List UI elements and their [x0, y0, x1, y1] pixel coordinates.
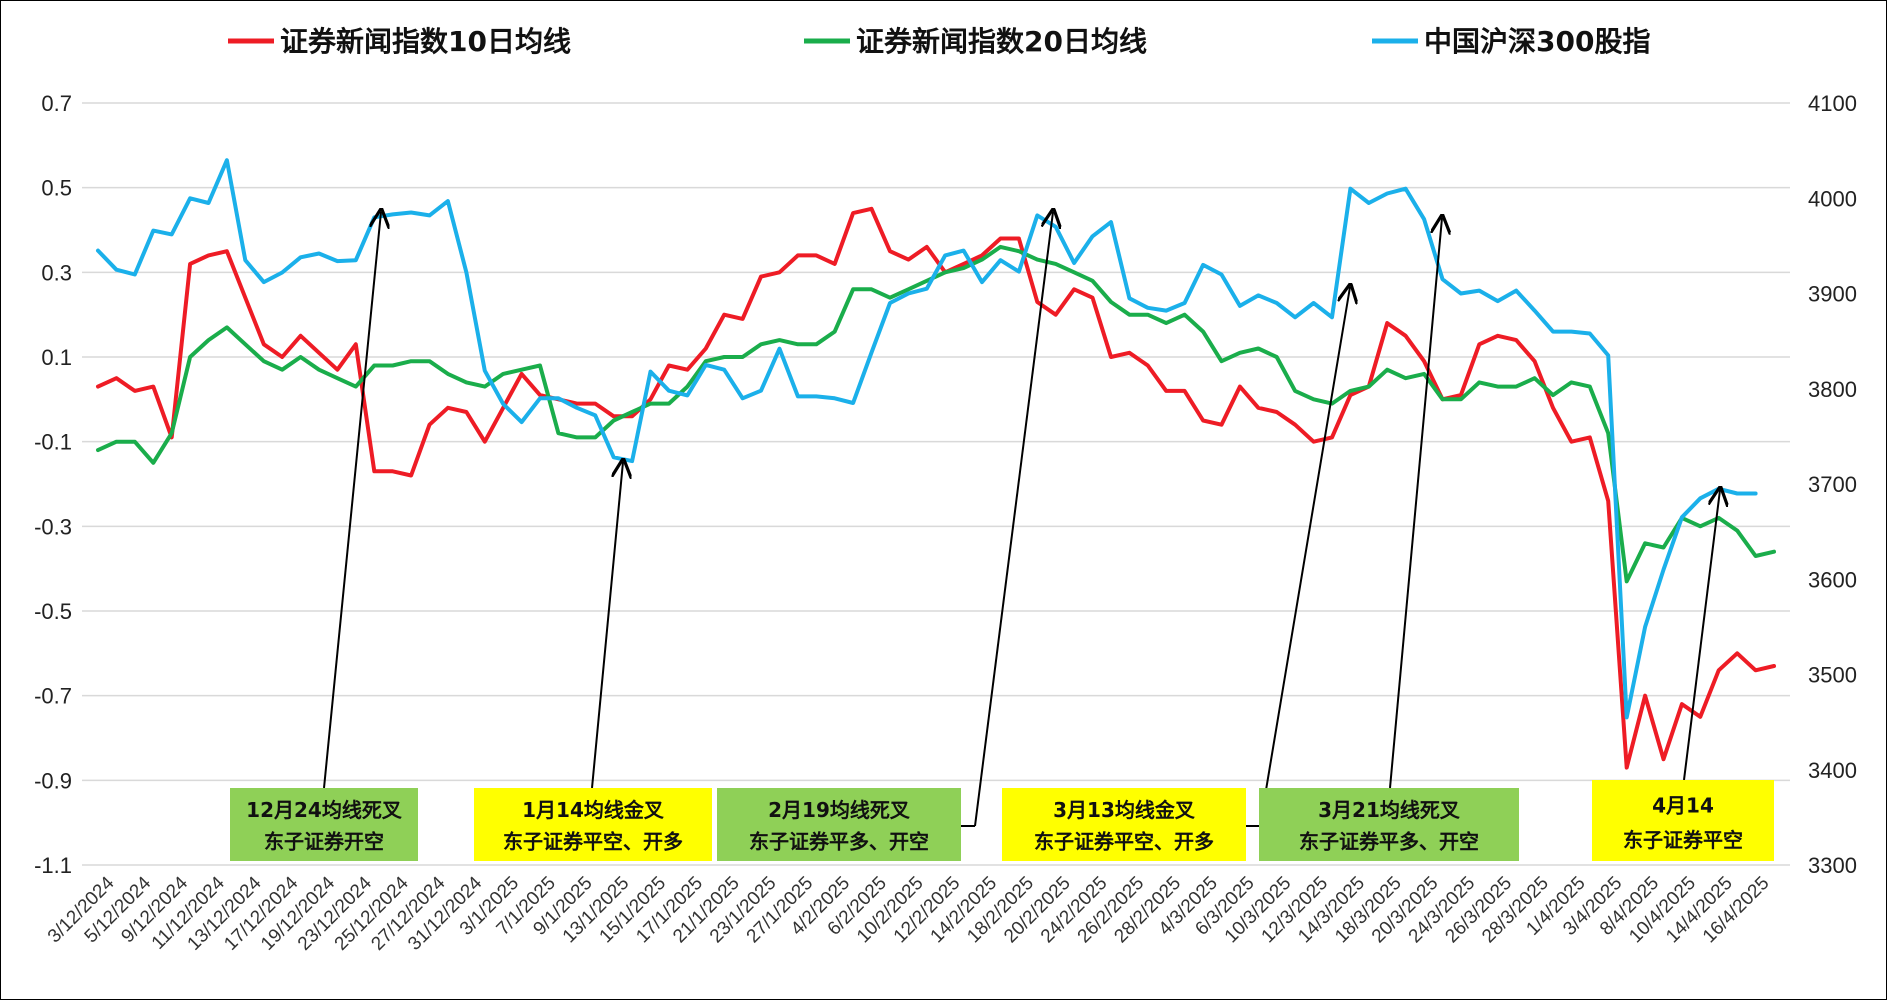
right-tick-label: 3900 [1808, 282, 1857, 307]
legend-label-1: 证券新闻指数10日均线 [280, 25, 571, 58]
annotation-box [1002, 788, 1246, 861]
annotation-line1: 12月24均线死叉 [246, 798, 403, 822]
annotation-line2: 东子证券平空 [1623, 828, 1743, 852]
annotation-arrow [1683, 490, 1720, 781]
legend-label-2: 证券新闻指数20日均线 [856, 25, 1147, 58]
series-line-1 [96, 206, 1776, 770]
right-tick-label: 3600 [1808, 567, 1857, 592]
left-tick-label: -1.1 [34, 853, 72, 878]
series-line-3 [96, 158, 1758, 720]
left-tick-label: 0.7 [41, 91, 72, 116]
right-tick-label: 3400 [1808, 758, 1857, 783]
annotation-line2: 东子证券平多、开空 [1299, 830, 1479, 854]
right-tick-label: 4100 [1808, 91, 1857, 116]
annotation-line1: 1月14均线金叉 [522, 798, 665, 822]
annotation-line1: 3月21均线死叉 [1318, 798, 1461, 822]
annotation-box [1259, 788, 1519, 861]
left-tick-label: -0.7 [34, 684, 72, 709]
annotation-arrow [323, 212, 381, 789]
annotation-box [474, 788, 712, 861]
right-tick-label: 4000 [1808, 186, 1857, 211]
annotation-line2: 东子证券平空、开多 [503, 830, 683, 854]
right-tick-label: 3800 [1808, 377, 1857, 402]
right-tick-label: 3500 [1808, 663, 1857, 688]
left-tick-label: 0.3 [41, 260, 72, 285]
series-line-2 [96, 244, 1776, 584]
annotation-box [717, 788, 961, 861]
annotation-arrow [974, 212, 1053, 827]
legend-label-3: 中国沪深300股指 [1424, 25, 1650, 58]
right-tick-label: 3700 [1808, 472, 1857, 497]
annotation-box [230, 788, 418, 861]
annotation-line1: 2月19均线死叉 [768, 798, 911, 822]
annotation-line1: 4月14 [1652, 793, 1714, 817]
annotation-arrow [1389, 218, 1442, 789]
annotation-line2: 东子证券平空、开多 [1034, 830, 1214, 854]
left-tick-label: 0.5 [41, 176, 72, 201]
annotation-line2: 东子证券开空 [264, 830, 384, 854]
right-tick-label: 3300 [1808, 853, 1857, 878]
annotation-box [1592, 780, 1774, 861]
left-axis-ticks: 0.7 0.5 0.3 0.1 -0.1 -0.3 -0.5 -0.7 -0.9 -1.1 [34, 91, 72, 878]
series-layer [96, 158, 1776, 770]
legend: 证券新闻指数10日均线 证券新闻指数20日均线 中国沪深300股指 [228, 25, 1650, 58]
annotation-arrow [1259, 287, 1350, 827]
left-tick-label: -0.9 [34, 768, 72, 793]
right-axis-ticks: 4100 4000 3900 3800 3700 3600 3500 3400 3300 [1808, 91, 1857, 878]
annotation-line2: 东子证券平多、开空 [749, 830, 929, 854]
left-tick-label: -0.3 [34, 514, 72, 539]
left-tick-label: -0.1 [34, 430, 72, 455]
x-axis-ticks: 3/12/20245/12/20249/12/202411/12/202413/… [44, 872, 1774, 954]
left-tick-label: -0.5 [34, 599, 72, 624]
gridlines [82, 102, 1790, 866]
annotation-arrow [591, 462, 623, 789]
annotations-layer: 12月24均线死叉东子证券开空1月14均线金叉东子证券平空、开多2月19均线死叉… [230, 212, 1774, 861]
left-tick-label: 0.1 [41, 345, 72, 370]
annotation-line1: 3月13均线金叉 [1053, 798, 1196, 822]
